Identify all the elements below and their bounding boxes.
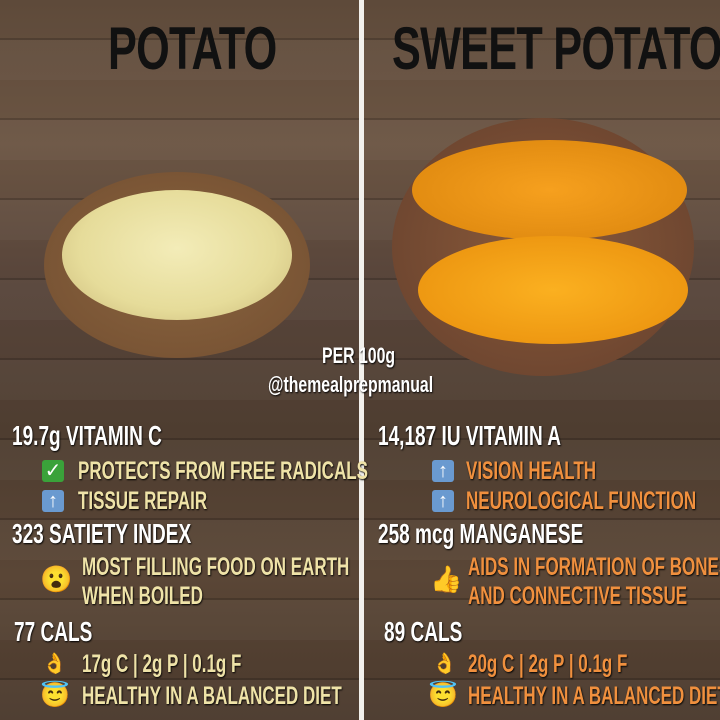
up-arrow-icon: ↑ xyxy=(42,490,64,512)
up-arrow-icon: ↑ xyxy=(432,490,454,512)
sweet-potato-macros: 20g C | 2g P | 0.1g F xyxy=(468,650,628,678)
potato-benefit-2: TISSUE REPAIR xyxy=(78,487,208,515)
divider xyxy=(359,0,364,720)
up-arrow-icon: ↑ xyxy=(432,460,454,482)
check-mark-icon: ✓ xyxy=(42,460,64,482)
potato-healthy: HEALTHY IN A BALANCED DIET xyxy=(82,682,342,710)
potato-satiety-line-1: MOST FILLING FOOD ON EARTH xyxy=(82,553,350,581)
halo-smile-icon: 😇 xyxy=(428,682,458,709)
per-100g-label: PER 100g xyxy=(322,343,396,368)
handle-label: @themealprepmanual xyxy=(268,372,434,397)
potato-vitamin-heading: 19.7g VITAMIN C xyxy=(12,420,162,451)
potato-satiety-line-2: WHEN BOILED xyxy=(82,582,203,610)
potato-benefit-1: PROTECTS FROM FREE RADICALS xyxy=(78,457,368,485)
sweet-potato-healthy: HEALTHY IN A BALANCED DIET xyxy=(468,682,720,710)
sweet-potato-vitamin-heading: 14,187 IU VITAMIN A xyxy=(378,420,562,451)
potato-satiety-heading: 323 SATIETY INDEX xyxy=(12,518,192,549)
halo-smile-icon: 😇 xyxy=(40,682,70,709)
ok-hand-icon: 👌 xyxy=(42,653,67,675)
sweet-potato-manganese-line-1: AIDS IN FORMATION OF BONES xyxy=(468,553,720,581)
thumbs-up-icon: 👍 xyxy=(430,564,463,594)
potato-cals: 77 CALS xyxy=(14,616,93,647)
potato-macros: 17g C | 2g P | 0.1g F xyxy=(82,650,242,678)
sweet-potato-benefit-1: VISION HEALTH xyxy=(466,457,597,485)
sweet-potato-cals: 89 CALS xyxy=(384,616,463,647)
sweet-potato-manganese-line-2: AND CONNECTIVE TISSUE xyxy=(468,582,688,610)
ok-hand-icon: 👌 xyxy=(432,653,457,675)
sweet-potato-benefit-2: NEUROLOGICAL FUNCTION xyxy=(466,487,697,515)
sweet-potato-manganese-heading: 258 mcg MANGANESE xyxy=(378,518,584,549)
surprised-face-icon: 😮 xyxy=(40,564,73,594)
sweet-potato-title: SWEET POTATO xyxy=(392,15,720,82)
potato-title: POTATO xyxy=(108,15,277,82)
